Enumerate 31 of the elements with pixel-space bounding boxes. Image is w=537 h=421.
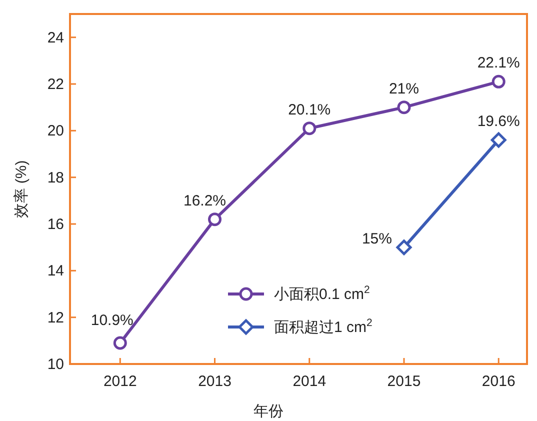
legend-label: 面积超过1 cm$^{2}$ — [274, 317, 373, 336]
legend-label: 小面积0.1 cm$^{2}$ — [274, 284, 370, 303]
y-tick-label: 18 — [47, 169, 64, 186]
data-label: 22.1% — [477, 54, 520, 72]
y-tick-label: 22 — [47, 76, 64, 93]
y-tick-label: 24 — [47, 29, 64, 46]
data-label: 21% — [388, 80, 420, 98]
point — [208, 212, 222, 226]
data-label: 20.1% — [288, 101, 331, 118]
data-label: 19.6% — [477, 113, 520, 130]
x-tick-label: 2016 — [482, 373, 516, 390]
point — [492, 74, 506, 88]
data-label: 15% — [362, 230, 392, 248]
data-label: 16.2% — [183, 192, 226, 210]
x-tick-label: 2014 — [292, 373, 326, 390]
point — [396, 240, 412, 256]
x-tick-label: 2012 — [103, 373, 137, 390]
y-tick-label: 12 — [47, 309, 64, 326]
point — [113, 336, 127, 350]
x-axis-title: 年份 — [254, 403, 284, 420]
y-tick-label: 16 — [47, 216, 64, 233]
point — [302, 122, 316, 136]
data-label: 10.9% — [90, 312, 134, 329]
point — [397, 100, 411, 114]
x-tick-label: 2013 — [198, 373, 232, 390]
y-tick-label: 10 — [47, 356, 64, 373]
y-axis-title: 效率 (%) — [13, 160, 30, 218]
y-tick-label: 20 — [47, 122, 64, 140]
y-tick-label: 14 — [47, 262, 64, 280]
x-tick-label: 2015 — [387, 373, 421, 390]
point — [490, 132, 506, 148]
